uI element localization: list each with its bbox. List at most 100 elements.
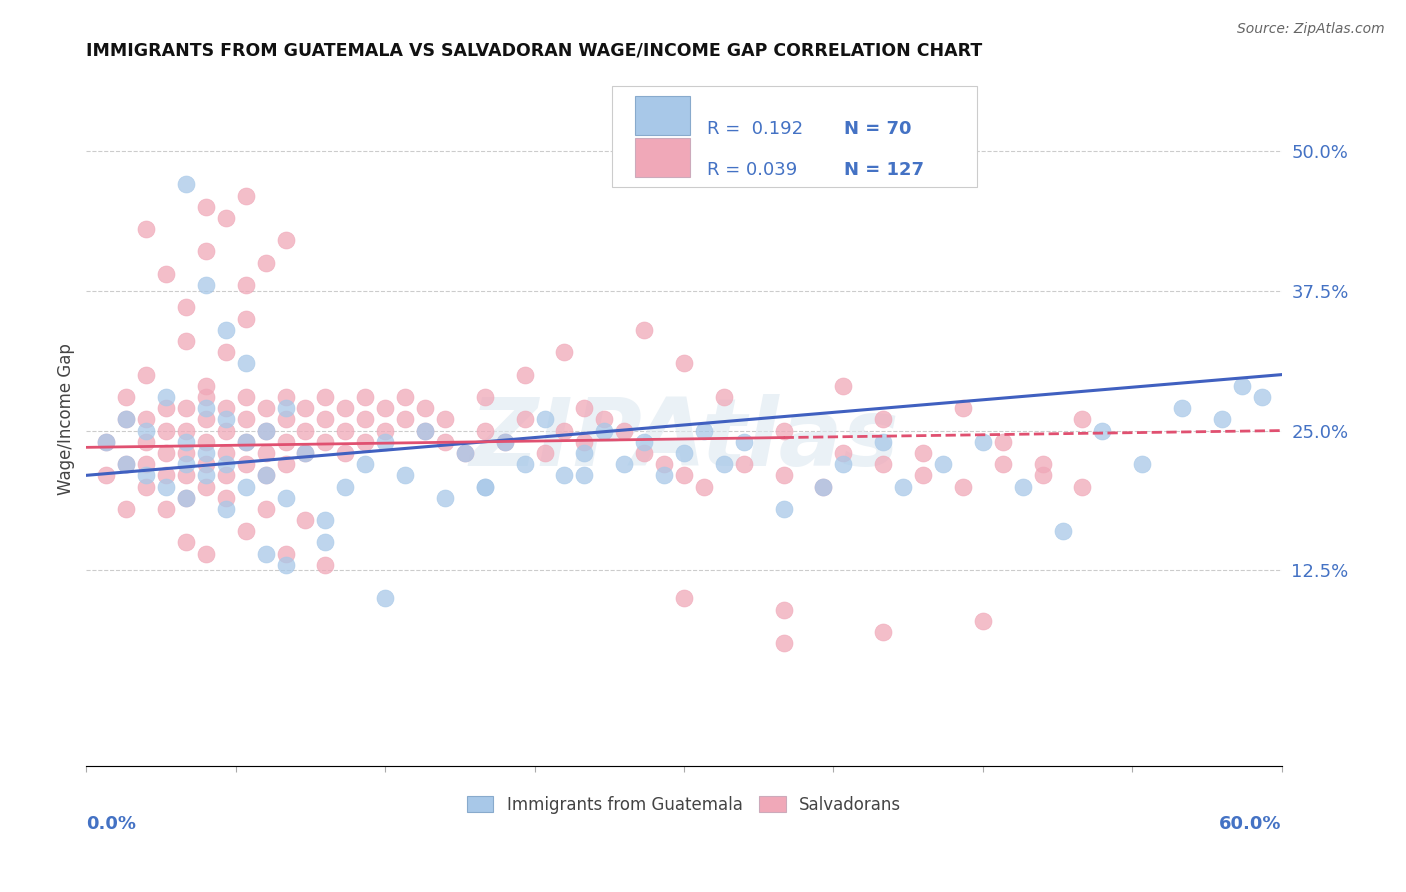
Point [553, 468, 575, 483]
Point [354, 390, 377, 404]
Point [1091, 424, 1114, 438]
Point [194, 446, 217, 460]
Point [593, 424, 616, 438]
Point [672, 446, 695, 460]
Point [135, 434, 157, 449]
Point [872, 625, 894, 640]
Point [494, 434, 516, 449]
Point [215, 457, 238, 471]
Point [553, 345, 575, 359]
Point [274, 233, 297, 247]
Point [932, 457, 955, 471]
Point [215, 424, 238, 438]
Point [733, 434, 755, 449]
Point [235, 524, 257, 539]
Point [335, 479, 357, 493]
Point [294, 446, 316, 460]
Point [813, 479, 835, 493]
Point [274, 457, 297, 471]
Point [693, 424, 716, 438]
Point [294, 446, 316, 460]
Point [1032, 457, 1054, 471]
Point [1071, 479, 1094, 493]
Point [174, 434, 197, 449]
Point [991, 457, 1014, 471]
Point [314, 390, 336, 404]
Point [613, 457, 636, 471]
Point [215, 323, 238, 337]
Point [672, 356, 695, 370]
FancyBboxPatch shape [636, 138, 690, 178]
Point [235, 356, 257, 370]
Point [135, 412, 157, 426]
Point [912, 468, 935, 483]
Point [633, 323, 655, 337]
Point [155, 401, 177, 416]
Point [513, 412, 536, 426]
Point [433, 491, 456, 505]
Point [254, 468, 277, 483]
Point [194, 547, 217, 561]
Point [235, 457, 257, 471]
Point [215, 401, 238, 416]
Point [574, 401, 596, 416]
Point [454, 446, 477, 460]
Point [194, 401, 217, 416]
Point [991, 434, 1014, 449]
Point [972, 614, 994, 628]
Point [314, 412, 336, 426]
Point [374, 591, 396, 606]
Point [235, 434, 257, 449]
Point [174, 334, 197, 348]
Point [235, 311, 257, 326]
Point [155, 424, 177, 438]
Point [832, 457, 855, 471]
Point [194, 412, 217, 426]
Point [772, 502, 794, 516]
Point [494, 434, 516, 449]
Point [254, 547, 277, 561]
Point [115, 502, 138, 516]
Point [672, 591, 695, 606]
Point [1230, 379, 1253, 393]
Point [1032, 468, 1054, 483]
Point [952, 479, 974, 493]
Text: N = 127: N = 127 [844, 161, 924, 179]
Point [772, 468, 794, 483]
FancyBboxPatch shape [636, 96, 690, 136]
Point [314, 535, 336, 549]
Point [652, 468, 675, 483]
Point [832, 379, 855, 393]
Point [772, 636, 794, 650]
Point [254, 446, 277, 460]
Point [574, 434, 596, 449]
Point [713, 457, 735, 471]
Point [274, 390, 297, 404]
Point [135, 368, 157, 382]
Point [254, 468, 277, 483]
Point [533, 446, 555, 460]
Point [274, 412, 297, 426]
Point [194, 200, 217, 214]
Point [274, 547, 297, 561]
Point [335, 401, 357, 416]
Point [115, 412, 138, 426]
Point [235, 412, 257, 426]
Point [215, 468, 238, 483]
Point [354, 412, 377, 426]
Point [713, 390, 735, 404]
Point [115, 457, 138, 471]
Point [96, 434, 118, 449]
Point [274, 401, 297, 416]
Point [1011, 479, 1033, 493]
Point [96, 468, 118, 483]
Point [1211, 412, 1233, 426]
Point [593, 412, 616, 426]
Point [413, 401, 436, 416]
Point [194, 278, 217, 293]
Point [1130, 457, 1153, 471]
Point [952, 401, 974, 416]
Point [413, 424, 436, 438]
Point [215, 211, 238, 225]
Point [474, 390, 496, 404]
